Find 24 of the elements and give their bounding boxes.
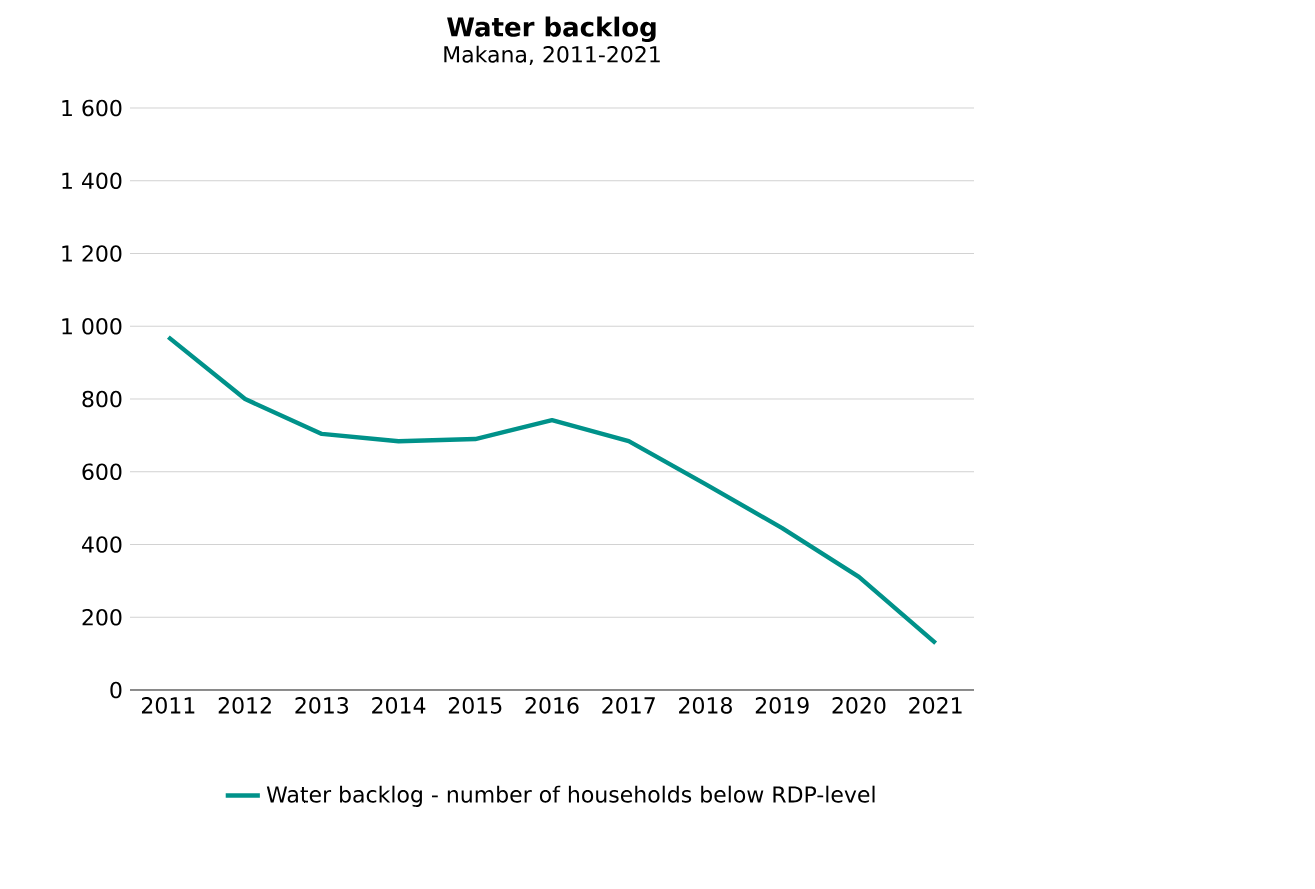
x-tick-label: 2012 [218, 697, 271, 714]
legend-label: Water backlog - number of households below RDP-level [266, 785, 875, 807]
x-tick-label: 2021 [909, 697, 962, 714]
y-tick-label: 800 [82, 390, 122, 408]
x-tick-label: 2013 [295, 697, 349, 714]
y-tick-label: 0 [110, 681, 122, 699]
x-tick-label: 2016 [525, 697, 579, 714]
line-series [166, 334, 938, 646]
y-tick-label: 200 [82, 608, 122, 626]
y-tick-label: 1 600 [62, 99, 122, 117]
chart-title: Water backlog [447, 16, 656, 42]
y-tick-label: 1 000 [62, 317, 122, 335]
x-tick-label: 2011 [141, 697, 195, 714]
y-tick-label: 600 [82, 463, 122, 481]
x-tick-label: 2018 [679, 697, 732, 714]
y-tick-label: 400 [82, 536, 122, 553]
x-tick-label: 2015 [448, 697, 502, 714]
y-tick-label: 1 200 [62, 245, 122, 262]
chart-subtitle: Makana, 2011-2021 [444, 45, 660, 65]
x-tick-label: 2019 [755, 697, 809, 714]
x-tick-label: 2014 [372, 697, 426, 714]
x-tick-label: 2020 [832, 697, 886, 714]
x-tick-label: 2017 [602, 697, 655, 714]
y-tick-label: 1 400 [62, 172, 122, 190]
